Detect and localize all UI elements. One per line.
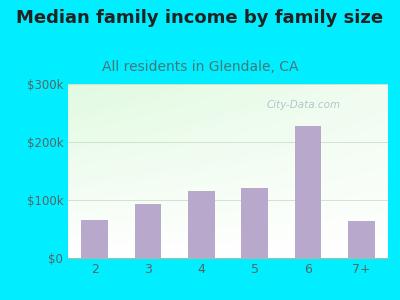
Bar (135, 204, 161, 258)
Bar (348, 221, 375, 258)
Text: Median family income by family size: Median family income by family size (16, 9, 384, 27)
Bar (241, 188, 268, 258)
Bar (295, 126, 321, 258)
Bar (188, 191, 215, 258)
Text: All residents in Glendale, CA: All residents in Glendale, CA (102, 60, 298, 74)
Text: City-Data.com: City-Data.com (266, 100, 340, 110)
Bar (81, 220, 108, 258)
